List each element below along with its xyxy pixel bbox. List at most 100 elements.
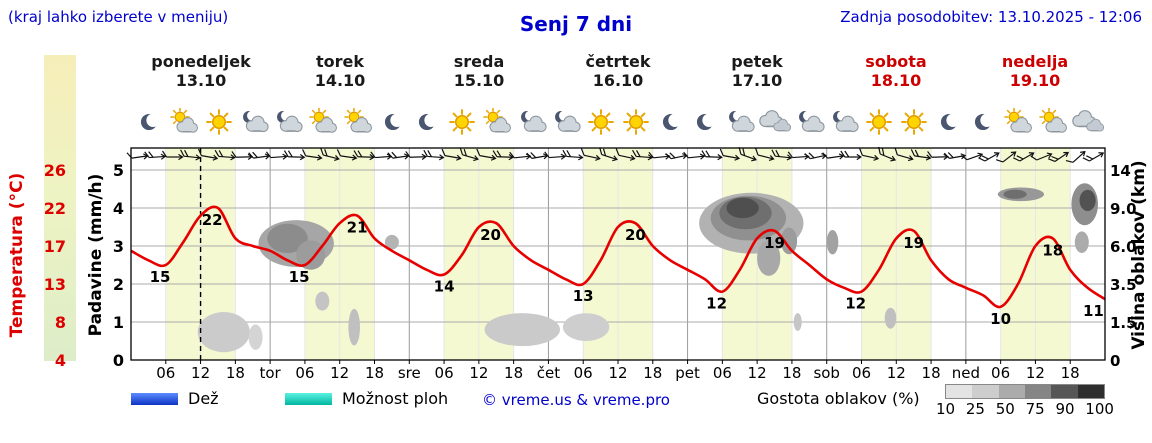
moon-cloud-icon xyxy=(798,110,825,133)
temperature-curve xyxy=(131,205,1105,309)
sun-icon xyxy=(448,109,475,135)
precip-axis-tick: 1 xyxy=(113,313,124,332)
x-axis-label: 18 xyxy=(504,364,523,382)
sun-icon xyxy=(448,109,475,135)
precip-axis-label: Padavine (mm/h) xyxy=(86,173,106,337)
sun-icon xyxy=(622,109,649,135)
sun-cloud-icon xyxy=(343,108,372,133)
cloud-density-swatch xyxy=(998,385,1025,398)
temperature-label: 22 xyxy=(202,211,223,229)
wind-barb xyxy=(476,148,497,161)
moon-icon xyxy=(940,113,960,131)
cloud-blob xyxy=(267,223,308,253)
cloud-blob xyxy=(793,313,802,331)
sun-icon xyxy=(587,109,614,135)
wind-barb xyxy=(441,148,462,161)
cloud-density-tick: 25 xyxy=(965,400,985,418)
wind-barb xyxy=(180,149,201,161)
weather-icons-row xyxy=(826,99,966,145)
temperature-label: 19 xyxy=(903,234,924,252)
cloud-icon xyxy=(349,117,372,133)
sun-icon xyxy=(587,109,614,135)
last-update: Zadnja posodobitev: 13.10.2025 - 12:06 xyxy=(840,8,1142,26)
wind-barb xyxy=(878,146,897,162)
wind-barb xyxy=(615,148,636,161)
wind-barb xyxy=(927,151,949,160)
x-axis-label: 12 xyxy=(191,364,210,382)
wind-barb xyxy=(822,152,845,160)
page-title: Senj 7 dni xyxy=(519,12,633,36)
wind-barb xyxy=(683,151,706,160)
copyright-link[interactable]: © vreme.us & vreme.pro xyxy=(482,391,670,409)
x-axis-label: 06 xyxy=(435,364,454,382)
wind-barb xyxy=(804,152,827,160)
x-axis-label: pet xyxy=(675,364,700,382)
x-axis-label: 06 xyxy=(991,364,1010,382)
wind-barb xyxy=(771,149,793,161)
x-axis-label: 12 xyxy=(469,364,488,382)
day-date: 19.10 xyxy=(1009,71,1061,90)
cloud-density-colorbar xyxy=(945,384,1105,399)
x-axis-label: 06 xyxy=(295,364,314,382)
moon-icon xyxy=(974,113,994,131)
moon-cloud-icon xyxy=(242,110,269,133)
moon-icon xyxy=(418,113,438,131)
cloud-blob xyxy=(1071,183,1098,226)
cloud-density-tick: 50 xyxy=(995,400,1015,418)
wind-barb xyxy=(231,151,254,160)
sun-icon xyxy=(900,109,927,135)
x-axis-label: 12 xyxy=(330,364,349,382)
wind-barb xyxy=(840,150,862,161)
cloud-density-tick: 90 xyxy=(1055,400,1075,418)
sun-cloud-icon xyxy=(308,108,337,133)
x-axis-label: ned xyxy=(952,364,980,382)
day-band xyxy=(444,148,514,360)
day-header: ponedeljek 13.10 xyxy=(131,52,271,90)
precip-axis-tick: 2 xyxy=(113,275,124,294)
wind-barb xyxy=(144,151,167,160)
temperature-label: 12 xyxy=(845,295,866,313)
cloud-icon xyxy=(557,115,581,133)
cloud-icon xyxy=(758,110,791,132)
cloud-density-tick: 10 xyxy=(936,400,956,418)
rain-legend-label: Dež xyxy=(188,389,219,408)
temperature-label: 18 xyxy=(1042,241,1063,259)
cloud-blob xyxy=(1074,231,1089,253)
cloud-blob xyxy=(484,313,560,347)
cloud-blob xyxy=(757,240,781,276)
day-name: torek xyxy=(315,52,365,71)
wind-barb xyxy=(1013,152,1035,162)
moon-icon xyxy=(384,113,404,131)
day-band xyxy=(165,148,236,360)
cloud-icon xyxy=(488,117,511,133)
temperature-label: 15 xyxy=(150,268,171,286)
wind-barbs xyxy=(126,146,1105,163)
wind-barb xyxy=(405,151,428,160)
wind-barb xyxy=(719,148,741,161)
moon-cloud-icon xyxy=(276,110,303,133)
moon-icon xyxy=(140,113,160,131)
cloud-blob xyxy=(348,308,361,346)
day-bands xyxy=(165,148,1071,360)
x-axis-label: 18 xyxy=(226,364,245,382)
cloud-density-ticks: 10 25 50 75 90 100 xyxy=(936,400,1114,418)
cloud-icon xyxy=(1085,118,1104,132)
wind-barb xyxy=(353,150,375,161)
day-band xyxy=(583,148,653,360)
precip-axis-tick: 0 xyxy=(113,351,124,370)
day-header: sobota 18.10 xyxy=(826,52,966,90)
x-axis-label: 18 xyxy=(643,364,662,382)
moon-icon xyxy=(384,113,404,131)
cloud-blob xyxy=(710,195,787,241)
wind-barb xyxy=(701,150,723,161)
x-axis-label: 12 xyxy=(1026,364,1045,382)
wind-barb xyxy=(126,152,149,160)
day-name: sreda xyxy=(453,52,505,71)
cloud-axis-label: Višina oblakov (km) xyxy=(1129,160,1149,350)
cloud-icon xyxy=(772,118,791,132)
sun-cloud-icon xyxy=(1038,108,1067,133)
weather-icons-row xyxy=(131,99,271,145)
wind-barb xyxy=(283,150,306,161)
day-header: sreda 15.10 xyxy=(409,52,549,90)
day-band xyxy=(1000,148,1071,360)
